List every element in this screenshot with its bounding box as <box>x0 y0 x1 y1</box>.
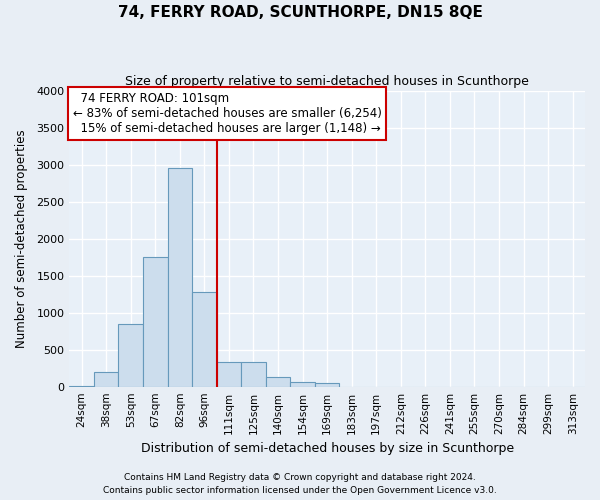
Text: Contains HM Land Registry data © Crown copyright and database right 2024.
Contai: Contains HM Land Registry data © Crown c… <box>103 474 497 495</box>
Bar <box>290 382 315 386</box>
Title: Size of property relative to semi-detached houses in Scunthorpe: Size of property relative to semi-detach… <box>125 75 529 88</box>
Bar <box>192 292 217 386</box>
Y-axis label: Number of semi-detached properties: Number of semi-detached properties <box>15 130 28 348</box>
Bar <box>94 372 118 386</box>
Bar <box>118 324 143 386</box>
Text: 74, FERRY ROAD, SCUNTHORPE, DN15 8QE: 74, FERRY ROAD, SCUNTHORPE, DN15 8QE <box>118 5 482 20</box>
Bar <box>315 383 340 386</box>
Bar <box>143 257 167 386</box>
Bar <box>217 362 241 386</box>
X-axis label: Distribution of semi-detached houses by size in Scunthorpe: Distribution of semi-detached houses by … <box>140 442 514 455</box>
Bar <box>167 168 192 386</box>
Bar <box>266 377 290 386</box>
Text: 74 FERRY ROAD: 101sqm  
← 83% of semi-detached houses are smaller (6,254)
  15% : 74 FERRY ROAD: 101sqm ← 83% of semi-deta… <box>73 92 382 135</box>
Bar <box>241 362 266 386</box>
